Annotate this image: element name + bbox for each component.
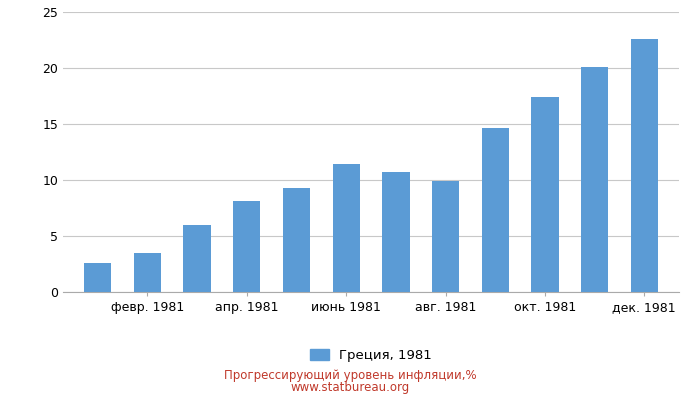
Bar (183, 225, 211, 292)
Legend: Греция, 1981: Греция, 1981 (310, 349, 432, 362)
Text: Прогрессирующий уровень инфляции,%: Прогрессирующий уровень инфляции,% (224, 369, 476, 382)
Bar (134, 253, 161, 292)
Bar (382, 172, 410, 292)
Bar (233, 201, 260, 292)
Bar (432, 181, 459, 292)
Bar (84, 263, 111, 292)
Bar (482, 128, 509, 292)
Bar (581, 67, 608, 292)
Bar (283, 188, 310, 292)
Bar (332, 164, 360, 292)
Bar (531, 97, 559, 292)
Text: www.statbureau.org: www.statbureau.org (290, 382, 410, 394)
Bar (631, 39, 658, 292)
